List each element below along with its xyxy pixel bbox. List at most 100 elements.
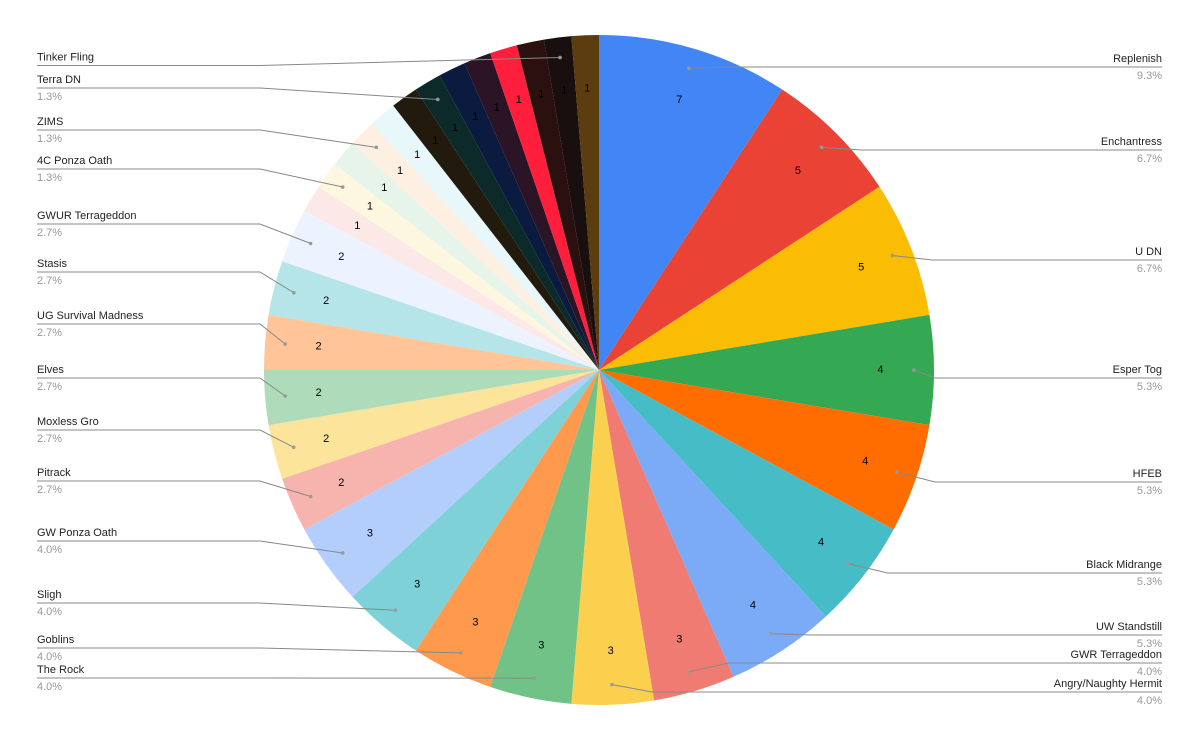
leader-dot — [309, 495, 313, 499]
slice-value-label: 1 — [381, 182, 387, 194]
leader-line — [689, 67, 1162, 68]
percent-label: 2.7% — [37, 275, 62, 287]
leader-dot — [912, 368, 916, 372]
slice-value-label: 3 — [608, 645, 614, 657]
legend-label: UG Survival Madness — [37, 310, 144, 322]
percent-label: 2.7% — [37, 227, 62, 239]
leader-dot — [283, 394, 287, 398]
slice-value-label: 2 — [315, 387, 321, 399]
percent-label: 2.7% — [37, 484, 62, 496]
percent-label: 9.3% — [1137, 70, 1162, 82]
legend-label: Pitrack — [37, 467, 71, 479]
leader-dot — [283, 342, 287, 346]
slice-value-label: 1 — [538, 88, 544, 100]
slice-value-label: 3 — [538, 639, 544, 651]
legend-label: The Rock — [37, 664, 85, 676]
legend-label: Tinker Fling — [37, 51, 94, 63]
slice-value-label: 2 — [315, 341, 321, 353]
legend-label: Esper Tog — [1113, 364, 1162, 376]
leader-dot — [846, 562, 850, 566]
percent-label: 4.0% — [37, 681, 62, 693]
slice-value-label: 4 — [862, 455, 868, 467]
percent-label: 2.7% — [37, 381, 62, 393]
leader-dot — [394, 608, 398, 612]
slice-value-label: 2 — [323, 433, 329, 445]
legend-label: Black Midrange — [1086, 559, 1162, 571]
slice-value-label: 5 — [858, 262, 864, 274]
leader-dot — [533, 676, 537, 680]
leader-dot — [610, 683, 614, 687]
slice-value-label: 1 — [516, 94, 522, 106]
leader-line — [37, 224, 311, 244]
slice-value-label: 1 — [432, 135, 438, 147]
percent-label: 5.3% — [1137, 576, 1162, 588]
slice-value-label: 7 — [676, 94, 682, 106]
leader-line — [771, 634, 1162, 635]
percent-label: 4.0% — [1137, 695, 1162, 707]
percent-label: 5.3% — [1137, 485, 1162, 497]
leader-dot — [436, 98, 440, 102]
leader-line — [37, 324, 285, 344]
legend-label: Sligh — [37, 589, 61, 601]
leader-dot — [292, 291, 296, 295]
slice-value-label: 2 — [338, 477, 344, 489]
percent-label: 5.3% — [1137, 381, 1162, 393]
slice-value-label: 3 — [414, 579, 420, 591]
legend-label: Elves — [37, 364, 64, 376]
leader-dot — [341, 185, 345, 189]
legend-label: U DN — [1135, 246, 1162, 258]
legend-label: Moxless Gro — [37, 416, 99, 428]
leader-line — [37, 88, 438, 99]
leader-line — [37, 648, 461, 653]
percent-label: 2.7% — [37, 327, 62, 339]
slice-value-label: 1 — [397, 165, 403, 177]
leader-dot — [309, 242, 313, 246]
legend-label: GWR Terrageddon — [1070, 649, 1162, 661]
legend-label: GWUR Terrageddon — [37, 210, 136, 222]
percent-label: 1.3% — [37, 172, 62, 184]
slice-value-label: 1 — [367, 200, 373, 212]
legend-label: Goblins — [37, 634, 75, 646]
slice-value-label: 2 — [323, 295, 329, 307]
slice-value-label: 1 — [452, 122, 458, 134]
leader-line — [37, 169, 343, 187]
legend-label: Replenish — [1113, 53, 1162, 65]
leader-line — [37, 378, 285, 396]
slice-value-label: 3 — [676, 634, 682, 646]
leader-dot — [769, 632, 773, 636]
percent-label: 6.7% — [1137, 263, 1162, 275]
leader-line — [37, 481, 311, 496]
percent-label: 2.7% — [37, 433, 62, 445]
slice-value-label: 1 — [472, 111, 478, 123]
leader-line — [37, 603, 395, 610]
slice-value-label: 4 — [750, 599, 756, 611]
legend-label: Angry/Naughty Hermit — [1054, 678, 1162, 690]
legend-label: GW Ponza Oath — [37, 527, 117, 539]
slice-value-label: 4 — [877, 364, 883, 376]
leader-dot — [375, 146, 379, 150]
legend-label: Terra DN — [37, 74, 81, 86]
leader-line — [37, 541, 343, 553]
percent-label: 4.0% — [37, 544, 62, 556]
legend-label: Enchantress — [1101, 136, 1163, 148]
leader-dot — [687, 66, 691, 70]
leader-line — [37, 272, 294, 293]
slice-value-label: 1 — [354, 220, 360, 232]
slice-value-label: 1 — [494, 102, 500, 114]
slice-value-label: 5 — [795, 165, 801, 177]
leader-line — [689, 663, 1162, 672]
leader-dot — [895, 470, 899, 474]
percent-label: 6.7% — [1137, 153, 1162, 165]
percent-label: 4.0% — [37, 651, 62, 663]
leader-dot — [687, 670, 691, 674]
leader-line — [897, 472, 1162, 482]
leader-dot — [820, 146, 824, 150]
legend-label: Stasis — [37, 258, 67, 270]
legend-label: ZIMS — [37, 116, 63, 128]
leader-line — [37, 430, 294, 447]
percent-label: 4.0% — [37, 606, 62, 618]
leader-dot — [341, 551, 345, 555]
slice-value-label: 1 — [561, 85, 567, 97]
slice-value-label: 2 — [338, 251, 344, 263]
